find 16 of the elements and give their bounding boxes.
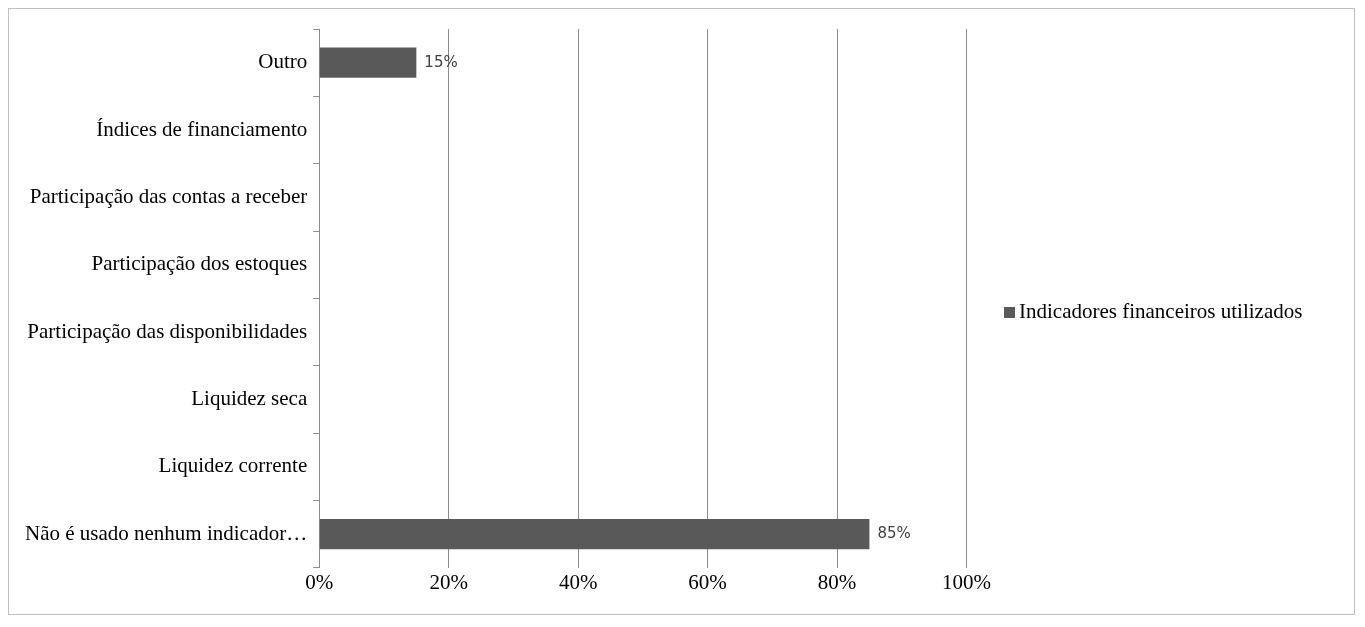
x-tick-label: 20% — [429, 569, 468, 594]
x-tick-label: 0% — [305, 569, 334, 594]
legend-label: Indicadores financeiros utilizados — [1019, 299, 1304, 324]
y-tick-label: Não é usado nenhum indicador… — [24, 520, 308, 545]
y-tick-label: Participação das contas a receber — [29, 183, 308, 208]
data-label: 85% — [877, 524, 911, 543]
x-tick-label: 80% — [817, 569, 857, 594]
y-tick-label: Liquidez corrente — [158, 453, 308, 478]
y-tick-label: Índices de financiamento — [96, 116, 308, 141]
y-tick-label: Participação dos estoques — [91, 251, 308, 276]
y-tick-label: Outro — [258, 49, 308, 74]
x-tick-label: 40% — [558, 569, 598, 594]
y-tick-label: Liquidez seca — [191, 385, 308, 410]
x-tick-label: 60% — [688, 569, 727, 594]
y-tick-label: Participação das disponibilidades — [27, 318, 308, 343]
x-tick-label: 100% — [942, 569, 991, 594]
